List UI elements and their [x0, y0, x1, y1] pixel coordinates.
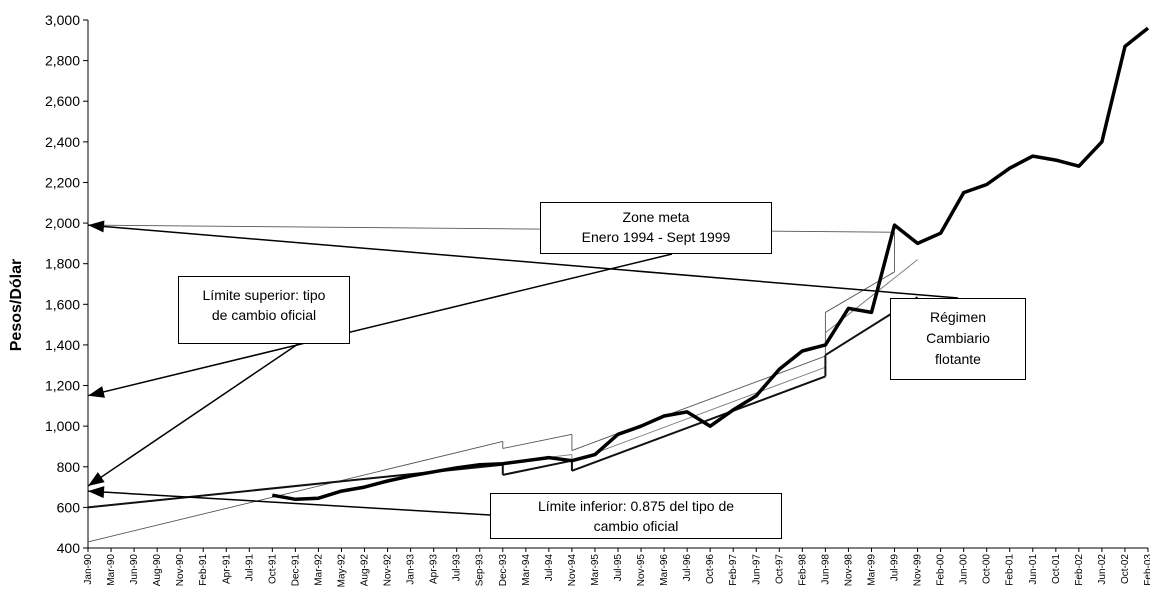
annotation-target-zone: Zone meta Enero 1994 - Sept 1999 [540, 202, 772, 254]
x-tick-label: Jan-90 [83, 554, 94, 585]
x-tick-label: Nov-90 [175, 554, 186, 587]
x-tick-label: Mar-92 [313, 554, 324, 586]
lower-band-segment [502, 459, 573, 476]
annotation-upper-line-2: de cambio oficial [211, 307, 317, 323]
x-tick-label: Jul-91 [244, 554, 255, 582]
y-tick-label: 2,600 [45, 93, 80, 109]
x-tick-label: Feb-02 [1074, 554, 1085, 586]
x-tick-label: Jul-94 [544, 554, 555, 582]
annotation-floating-line-1: Régimen [929, 309, 987, 325]
arrow-floating-shaft [87, 224, 959, 299]
annotation-lower-line-2: cambio oficial [593, 518, 679, 534]
x-tick-label: Feb-97 [728, 554, 739, 586]
arrow-zone-shaft [87, 253, 673, 397]
arrow-lower-head [88, 486, 105, 499]
annotation-floating-regime: Régimen Cambiario flotante [890, 298, 1026, 380]
y-tick-label: 2,800 [45, 53, 80, 69]
x-tick-label: Oct-96 [705, 554, 716, 584]
arrow-floating-head [88, 220, 105, 233]
x-tick-label: Mar-95 [590, 554, 601, 586]
x-tick-label: Nov-92 [383, 554, 394, 587]
x-tick-label: Feb-01 [1005, 554, 1016, 586]
arrow-upper-head [88, 472, 105, 487]
y-tick-label: 1,400 [45, 337, 80, 353]
x-axis: Jan-90 Mar-90 Jun-90 Aug-90 Nov-90 Feb-91 Apr-… [83, 547, 1150, 588]
annotation-lower-line-1: Límite inferior: 0.875 del tipo de [537, 498, 735, 514]
y-tick-label: 2,200 [45, 174, 80, 190]
x-tick-label: Jun-00 [959, 554, 970, 585]
annotation-floating-line-3: flotante [935, 351, 981, 367]
x-tick-label: Dec-93 [498, 554, 509, 587]
market-rate-line [271, 26, 1150, 502]
x-tick-label: Oct-97 [774, 554, 785, 584]
x-tick-label: Apr-93 [429, 554, 440, 584]
market-rate-series [271, 26, 1150, 502]
x-tick-label: Aug-90 [152, 554, 163, 587]
x-tick-label: Jun-97 [751, 554, 762, 585]
annotation-lower-limit: Límite inferior: 0.875 del tipo de cambi… [490, 493, 782, 539]
y-tick-label: 1,200 [45, 378, 80, 394]
x-tick-label: Nov-94 [567, 554, 578, 587]
x-tick-label: Dec-91 [290, 554, 301, 587]
x-tick-label: Oct-91 [267, 554, 278, 584]
x-tick-label: Oct-01 [1051, 554, 1062, 584]
x-tick-label: Nov-95 [636, 554, 647, 587]
annotation-upper-limit: Límite superior: tipo de cambio oficial [178, 276, 350, 344]
y-tick-label: 800 [57, 459, 81, 475]
x-tick-label: Mar-94 [521, 554, 532, 586]
upper-band-segment [87, 440, 503, 543]
y-tick-label: 2,000 [45, 215, 80, 231]
x-tick-label: Nov-99 [913, 554, 924, 587]
x-tick-label: Jun-02 [1097, 554, 1108, 585]
x-tick-label: Mar-90 [106, 554, 117, 586]
y-axis: 400 600 800 1,000 1,200 1,400 1,600 1,800 2,000 2… [45, 12, 89, 556]
y-tick-label: 1,600 [45, 296, 80, 312]
y-tick-label: 1,000 [45, 418, 80, 434]
x-tick-label: Jun-98 [820, 554, 831, 585]
annotation-upper-line-1: Límite superior: tipo [202, 287, 326, 303]
x-tick-label: Feb-00 [936, 554, 947, 586]
x-tick-label: Sep-93 [475, 554, 486, 587]
central-rate-segment [571, 366, 826, 463]
x-tick-label: Jul-95 [613, 554, 624, 582]
x-tick-label: Feb-98 [797, 554, 808, 586]
x-tick-label: Nov-98 [843, 554, 854, 587]
x-tick-label: Mar-96 [659, 554, 670, 586]
arrow-lower-shaft [87, 490, 491, 516]
arrow-upper-shaft [87, 343, 299, 487]
x-tick-label: Apr-91 [221, 554, 232, 584]
x-tick-label: Jul-99 [890, 554, 901, 582]
y-tick-label: 600 [57, 499, 81, 515]
lower-band-segment [571, 375, 826, 472]
upper-band-segment [571, 355, 826, 451]
x-tick-label: Oct-00 [982, 554, 993, 584]
upper-band-segment [502, 433, 573, 449]
upper-band-segment [825, 271, 895, 313]
y-tick-label: 400 [57, 540, 81, 556]
y-tick-label: 1,800 [45, 256, 80, 272]
annotation-arrows [87, 220, 959, 516]
upper-band-segment [87, 224, 895, 233]
annotation-floating-line-2: Cambiario [926, 330, 990, 346]
x-tick-label: Oct-02 [1120, 554, 1131, 584]
y-tick-label: 2,400 [45, 134, 80, 150]
annotation-zone-line-1: Zone meta [622, 209, 690, 225]
x-tick-label: Feb-03 [1143, 554, 1150, 586]
x-tick-label: Mar-99 [866, 554, 877, 586]
x-tick-label: Jan-93 [406, 554, 417, 585]
x-tick-label: Feb-91 [198, 554, 209, 586]
x-tick-label: Aug-92 [360, 554, 371, 587]
arrow-zone-head [88, 386, 105, 398]
y-axis-label: Pesos/Dólar [8, 259, 25, 351]
y-tick-label: 3,000 [45, 12, 80, 28]
x-tick-label: Jun-01 [1028, 554, 1039, 585]
x-tick-label: May-92 [336, 554, 347, 588]
x-tick-label: Jul-96 [682, 554, 693, 582]
annotation-zone-line-2: Enero 1994 - Sept 1999 [581, 229, 731, 245]
x-tick-label: Jul-93 [452, 554, 463, 582]
x-tick-label: Jun-90 [129, 554, 140, 585]
